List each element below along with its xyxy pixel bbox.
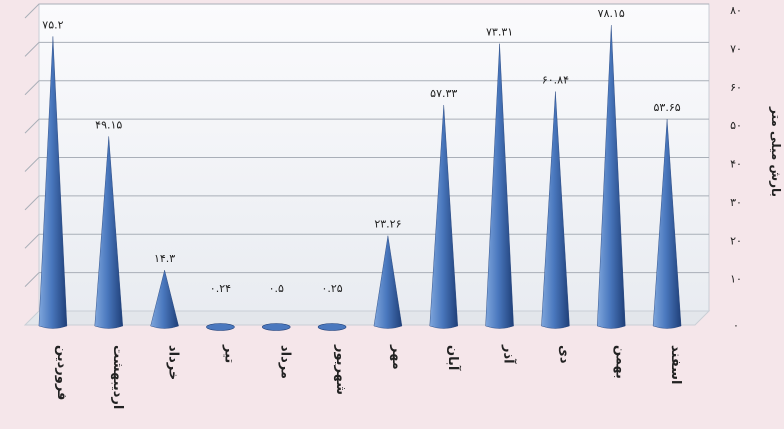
y-tick-label: ۲۰	[730, 234, 742, 247]
gridline	[24, 80, 709, 96]
gridline	[24, 233, 709, 249]
bar-cone	[206, 323, 235, 331]
data-value-label: ۵۳.۶۵	[654, 101, 681, 114]
data-value-label: ۰.۲۵	[321, 282, 342, 295]
x-category-label: مهر	[389, 344, 404, 370]
data-value-label: ۱۴.۳	[154, 252, 175, 265]
bar-cone	[94, 136, 123, 329]
data-value-label: ۷۸.۱۵	[598, 7, 625, 20]
x-category-label: بهمن	[612, 345, 627, 379]
data-value-label: ۰.۲۴	[210, 282, 231, 295]
y-tick-label: ۳۰	[730, 196, 742, 209]
bar-cone	[317, 323, 347, 331]
data-value-label: ۵۷.۳۳	[430, 87, 457, 100]
y-axis-title: بارش میلی متر	[769, 106, 783, 197]
x-category-label: اسفند	[668, 345, 683, 384]
x-category-label: اردیبهشت	[110, 345, 125, 409]
y-tick-label: ۵۰	[730, 119, 742, 132]
gridline	[24, 118, 709, 134]
y-tick-label: ۱۰	[730, 273, 742, 286]
gridline	[24, 3, 709, 19]
x-category-label: آذر	[501, 344, 518, 364]
bar-cone	[541, 91, 570, 329]
gridline	[24, 157, 709, 172]
data-value-label: ۷۵.۲	[42, 18, 63, 31]
y-tick-label: ۷۰	[730, 42, 742, 55]
bar-cone	[38, 36, 68, 329]
data-value-label: ۰.۵	[269, 282, 284, 295]
gridline	[24, 272, 709, 287]
y-tick-label: ۶۰	[730, 81, 742, 94]
x-category-label: فروردین	[54, 345, 69, 400]
bar-cone	[429, 104, 458, 329]
y-tick-label: ۴۰	[730, 158, 742, 171]
x-category-label: شهریور	[333, 344, 348, 395]
data-value-label: ۶۰.۸۴	[542, 74, 569, 87]
bar-cone	[373, 235, 403, 329]
gridline	[24, 41, 709, 57]
x-category-label: آبان	[445, 345, 462, 371]
bar-cone	[485, 43, 514, 329]
x-category-label: خرداد	[166, 345, 181, 380]
bar-cone	[150, 270, 179, 329]
bar-cone	[597, 25, 626, 329]
plot-floor	[23, 310, 711, 326]
x-category-label: دی	[556, 345, 571, 364]
data-value-label: ۴۹.۱۵	[95, 118, 122, 131]
gridline	[24, 195, 709, 211]
bar-cone	[261, 323, 291, 331]
y-tick-label: ۰	[733, 319, 739, 332]
data-value-label: ۷۳.۳۱	[486, 26, 513, 39]
x-category-label: تیر	[221, 344, 236, 363]
bar-cone	[652, 119, 682, 329]
x-category-label: مرداد	[277, 345, 292, 379]
data-value-label: ۲۳.۲۶	[374, 218, 401, 231]
y-tick-label: ۸۰	[730, 4, 742, 17]
